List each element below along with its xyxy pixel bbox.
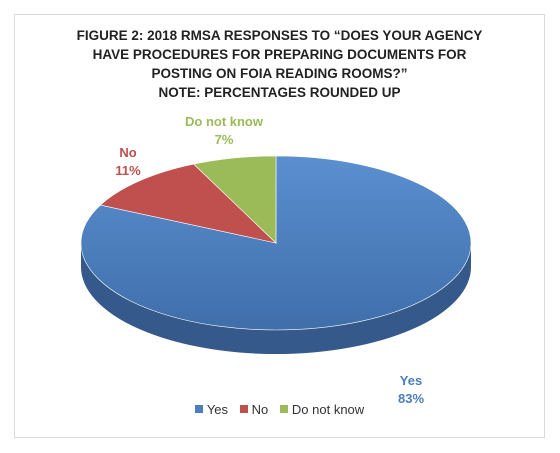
- legend-label-no: No: [251, 402, 269, 417]
- legend-label-yes: Yes: [206, 402, 229, 417]
- data-label-value-no: 11%: [115, 163, 141, 178]
- chart-title-line-2: HAVE PROCEDURES FOR PREPARING DOCUMENTS …: [92, 47, 467, 62]
- data-label-name-do-not-know: Do not know: [185, 114, 264, 129]
- legend-item-do-not-know: Do not know: [279, 402, 365, 417]
- legend-swatch-do-not-know: [279, 405, 288, 413]
- chart-title-line-1: FIGURE 2: 2018 RMSA RESPONSES TO “DOES Y…: [76, 28, 483, 43]
- pie-slice-no: [99, 163, 277, 244]
- chart-title-line-4: NOTE: PERCENTAGES ROUNDED UP: [158, 85, 401, 100]
- chart-legend: Yes No Do not know: [14, 402, 545, 417]
- chart-title: FIGURE 2: 2018 RMSA RESPONSES TO “DOES Y…: [14, 26, 545, 102]
- legend-swatch-yes: [194, 405, 203, 413]
- chart-title-line-3: POSTING ON FOIA READING ROOMS?”: [151, 66, 408, 81]
- data-label-name-no: No: [119, 145, 136, 160]
- legend-item-no: No: [239, 402, 269, 417]
- data-label-value-yes: 83%: [398, 391, 424, 406]
- data-label-value-do-not-know: 7%: [215, 132, 234, 147]
- legend-swatch-no: [239, 405, 248, 413]
- legend-label-do-not-know: Do not know: [291, 402, 365, 417]
- pie-side-yes: [81, 243, 471, 354]
- legend-item-yes: Yes: [194, 402, 229, 417]
- pie-slice-do-not-know: [193, 155, 277, 244]
- data-label-name-yes: Yes: [400, 373, 422, 388]
